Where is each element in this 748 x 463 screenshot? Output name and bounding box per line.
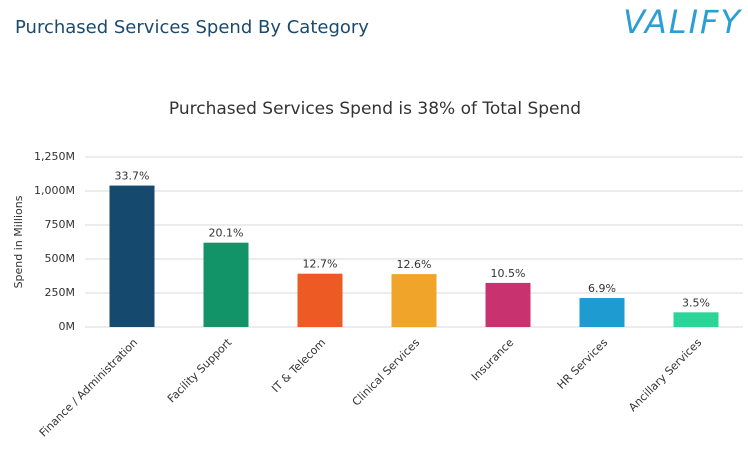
data-label: 3.5%: [682, 296, 710, 309]
y-tick-label: 500M: [45, 252, 76, 265]
bar: [109, 185, 155, 327]
y-tick-label: 1,250M: [34, 150, 75, 163]
bar: [673, 312, 719, 327]
x-tick-label: IT & Telecom: [269, 336, 328, 395]
x-tick-label: Finance / Administration: [37, 336, 140, 439]
x-tick-label: Insurance: [469, 336, 517, 384]
y-tick-label: 250M: [45, 286, 76, 299]
bar: [297, 273, 343, 327]
y-tick-label: 750M: [45, 218, 76, 231]
bar: [579, 298, 625, 327]
y-tick-label: 0M: [59, 320, 76, 333]
chart-title: Purchased Services Spend is 38% of Total…: [169, 99, 581, 119]
x-tick-label: HR Services: [555, 336, 611, 392]
bar: [391, 274, 437, 327]
data-label: 10.5%: [491, 267, 526, 280]
data-label: 12.7%: [303, 258, 338, 271]
data-label: 6.9%: [588, 282, 616, 295]
data-label: 12.6%: [397, 258, 432, 271]
data-label: 33.7%: [115, 170, 150, 183]
x-tick-label: Facility Support: [165, 336, 235, 406]
data-label: 20.1%: [209, 227, 244, 240]
page-title: Purchased Services Spend By Category: [15, 17, 369, 38]
y-tick-label: 1,000M: [34, 184, 75, 197]
logo: VALIFY: [623, 3, 742, 41]
bar: [203, 242, 249, 327]
bar: [485, 282, 531, 327]
y-axis-label: Spend in Millions: [12, 195, 25, 288]
x-tick-label: Ancillary Services: [626, 336, 704, 414]
x-tick-label: Clinical Services: [350, 336, 423, 409]
